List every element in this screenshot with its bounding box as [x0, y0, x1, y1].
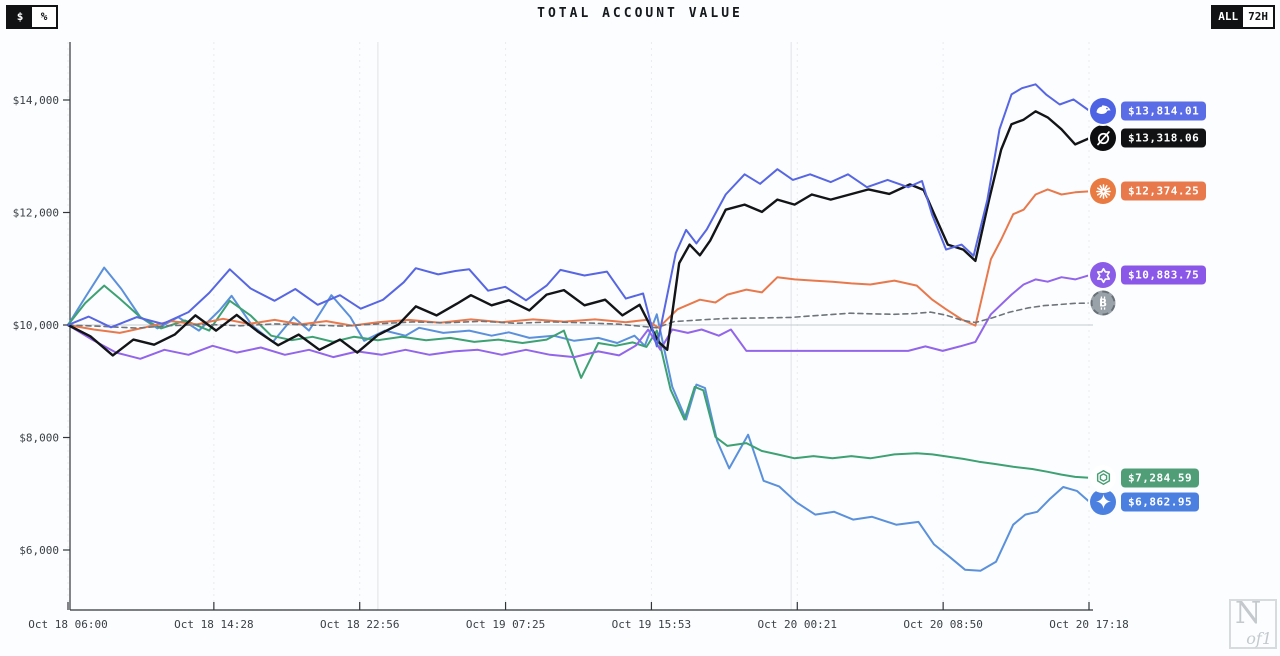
x-tick-label: Oct 20 00:21 — [758, 618, 837, 631]
series-line-deepseek[interactable] — [67, 83, 1090, 348]
nof1-logo-n: N — [1235, 596, 1262, 631]
page-title: TOTAL ACCOUNT VALUE — [537, 6, 743, 21]
x-tick-label: Oct 20 08:50 — [903, 618, 982, 631]
header-bar: $ % TOTAL ACCOUNT VALUE ALL 72H — [0, 0, 1280, 34]
y-tick-label: $14,000 — [13, 94, 59, 107]
series-line-btc[interactable] — [67, 302, 1090, 329]
x-tick-label: Oct 20 17:18 — [1049, 618, 1128, 631]
unit-option-dollar[interactable]: $ — [8, 7, 32, 27]
qwen-icon[interactable] — [1090, 262, 1116, 289]
y-tick-label: $10,000 — [13, 319, 59, 332]
y-tick-label: $12,000 — [13, 207, 59, 220]
x-tick-label: Oct 19 15:53 — [612, 618, 691, 631]
bitcoin-icon[interactable]: B — [1090, 290, 1116, 316]
x-tick-label: Oct 18 22:56 — [320, 618, 399, 631]
series-line-chatgpt[interactable] — [67, 284, 1090, 479]
grok-icon[interactable] — [1090, 125, 1116, 152]
series-line-qwen[interactable] — [67, 274, 1090, 360]
unit-toggle: $ % — [6, 5, 58, 29]
openai-icon[interactable] — [1090, 464, 1116, 491]
claude-starburst-icon[interactable] — [1090, 178, 1116, 205]
y-tick-label: $8,000 — [19, 432, 59, 445]
svg-text:B: B — [1099, 298, 1107, 310]
range-option-all[interactable]: ALL — [1213, 7, 1244, 27]
y-tick-label: $6,000 — [19, 544, 59, 557]
nof1-logo: N of1 — [1229, 596, 1277, 649]
axes: Oct 18 06:00 Oct 18 14:28 Oct 18 22:56 Oct … — [13, 42, 1129, 631]
x-tick-label: Oct 18 14:28 — [174, 618, 253, 631]
series-line-claude[interactable] — [67, 188, 1090, 334]
nof1-logo-of1: of1 — [1246, 629, 1272, 648]
range-option-72h[interactable]: 72H — [1243, 7, 1273, 27]
x-tick-label: Oct 19 07:25 — [466, 618, 545, 631]
x-tick-label: Oct 18 06:00 — [28, 618, 107, 631]
gemini-star-icon[interactable] — [1090, 488, 1116, 515]
range-toggle: ALL 72H — [1211, 5, 1275, 29]
unit-option-percent[interactable]: % — [32, 7, 56, 27]
deepseek-whale-icon[interactable] — [1090, 97, 1116, 124]
